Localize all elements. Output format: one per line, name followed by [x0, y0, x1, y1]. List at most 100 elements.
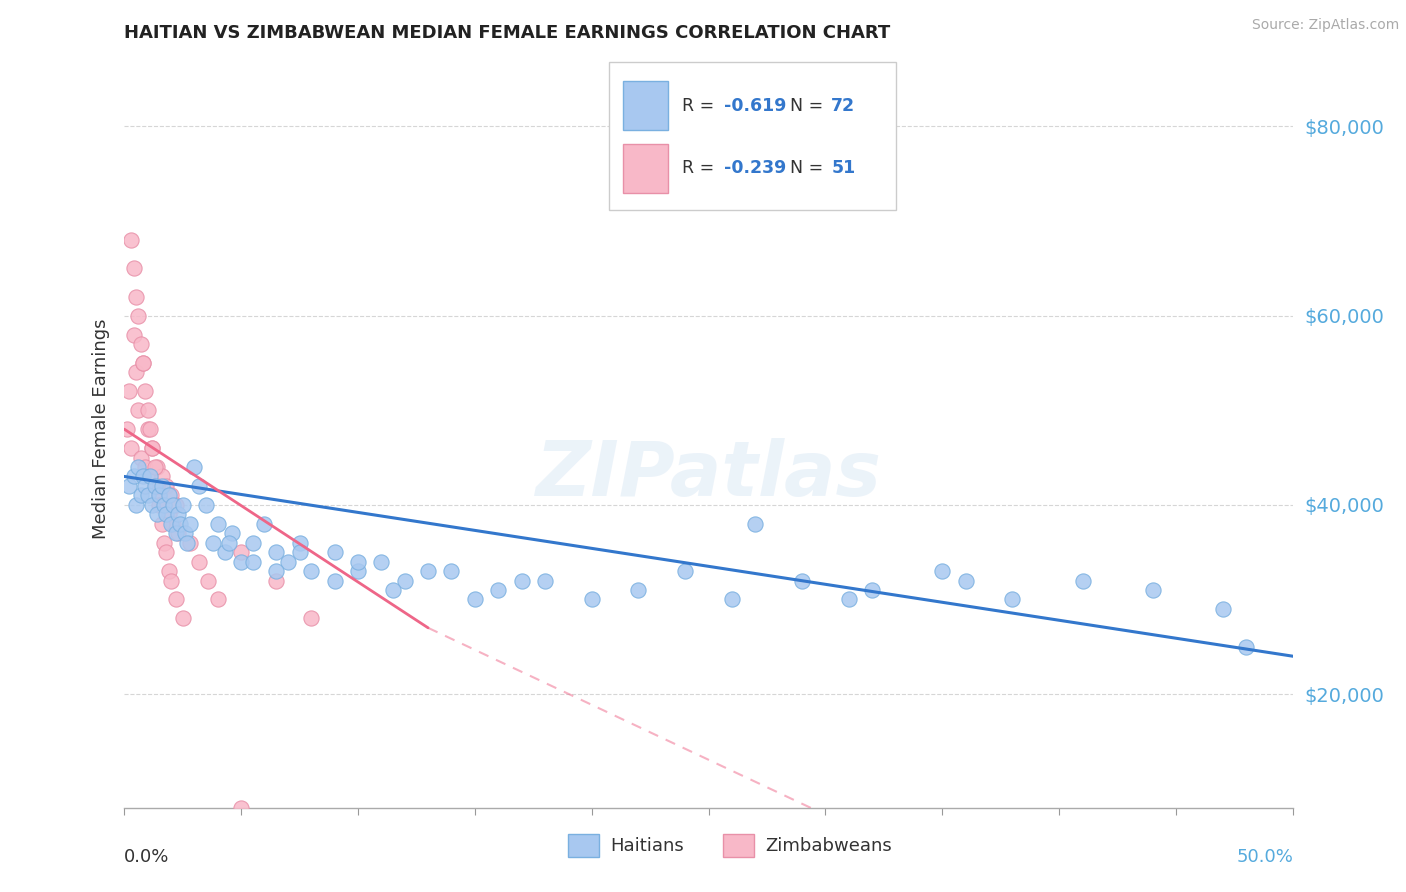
- Point: [139, 469, 162, 483]
- Point: [347, 555, 370, 569]
- Point: [165, 526, 187, 541]
- Point: [146, 479, 169, 493]
- Point: [1001, 592, 1024, 607]
- Point: [744, 516, 766, 531]
- FancyBboxPatch shape: [723, 834, 754, 856]
- Point: [1142, 582, 1164, 597]
- Point: [157, 508, 180, 522]
- Text: ZIPatlas: ZIPatlas: [536, 438, 882, 512]
- Point: [155, 508, 177, 522]
- Text: -0.239: -0.239: [724, 159, 786, 177]
- Point: [288, 535, 311, 549]
- Point: [242, 555, 264, 569]
- Point: [150, 479, 173, 493]
- Text: N =: N =: [790, 97, 830, 115]
- Point: [148, 488, 170, 502]
- Point: [162, 516, 184, 531]
- Point: [120, 441, 142, 455]
- Point: [440, 564, 463, 578]
- Point: [207, 592, 229, 607]
- Point: [132, 356, 155, 370]
- Text: HAITIAN VS ZIMBABWEAN MEDIAN FEMALE EARNINGS CORRELATION CHART: HAITIAN VS ZIMBABWEAN MEDIAN FEMALE EARN…: [124, 24, 890, 42]
- Point: [176, 535, 198, 549]
- Text: -0.619: -0.619: [724, 97, 786, 115]
- Point: [122, 261, 145, 276]
- Point: [179, 516, 201, 531]
- Point: [838, 592, 860, 607]
- Point: [721, 592, 744, 607]
- Point: [148, 488, 170, 502]
- Point: [122, 327, 145, 342]
- Text: 72: 72: [831, 97, 855, 115]
- Point: [183, 460, 205, 475]
- Point: [127, 309, 149, 323]
- Point: [143, 460, 166, 475]
- FancyBboxPatch shape: [609, 62, 896, 210]
- Point: [202, 535, 225, 549]
- FancyBboxPatch shape: [568, 834, 599, 856]
- Text: R =: R =: [682, 97, 720, 115]
- Point: [134, 384, 156, 399]
- Point: [157, 488, 180, 502]
- Point: [115, 422, 138, 436]
- Text: Zimbabweans: Zimbabweans: [765, 837, 891, 855]
- Point: [143, 479, 166, 493]
- Point: [136, 403, 159, 417]
- Point: [214, 545, 236, 559]
- Point: [534, 574, 557, 588]
- Y-axis label: Median Female Earnings: Median Female Earnings: [93, 319, 110, 540]
- Point: [150, 516, 173, 531]
- Point: [129, 337, 152, 351]
- Point: [218, 535, 240, 549]
- Point: [955, 574, 977, 588]
- Point: [150, 469, 173, 483]
- Point: [627, 582, 650, 597]
- Point: [195, 498, 218, 512]
- Point: [139, 422, 162, 436]
- Point: [1071, 574, 1094, 588]
- Point: [323, 545, 346, 559]
- Point: [394, 574, 416, 588]
- Point: [347, 564, 370, 578]
- Point: [416, 564, 439, 578]
- Point: [323, 574, 346, 588]
- Text: R =: R =: [682, 159, 720, 177]
- Point: [172, 611, 194, 625]
- Point: [464, 592, 486, 607]
- Point: [382, 582, 405, 597]
- Point: [790, 574, 813, 588]
- Point: [207, 516, 229, 531]
- Text: Source: ZipAtlas.com: Source: ZipAtlas.com: [1251, 18, 1399, 32]
- Point: [148, 498, 170, 512]
- Point: [141, 441, 163, 455]
- Point: [165, 592, 187, 607]
- Point: [136, 488, 159, 502]
- Point: [136, 422, 159, 436]
- Point: [157, 564, 180, 578]
- Text: 51: 51: [831, 159, 856, 177]
- Point: [132, 469, 155, 483]
- Point: [165, 498, 187, 512]
- Point: [141, 498, 163, 512]
- Point: [299, 564, 322, 578]
- Text: Haitians: Haitians: [610, 837, 683, 855]
- Point: [229, 555, 252, 569]
- Point: [1212, 602, 1234, 616]
- Point: [153, 535, 176, 549]
- Point: [188, 555, 211, 569]
- Point: [143, 479, 166, 493]
- Point: [141, 441, 163, 455]
- Point: [127, 460, 149, 475]
- FancyBboxPatch shape: [623, 81, 668, 130]
- Point: [673, 564, 696, 578]
- Point: [242, 535, 264, 549]
- Point: [125, 290, 148, 304]
- Point: [264, 574, 287, 588]
- Point: [125, 498, 148, 512]
- Point: [153, 498, 176, 512]
- Point: [253, 516, 276, 531]
- Point: [1234, 640, 1257, 654]
- Point: [169, 516, 191, 531]
- Point: [188, 479, 211, 493]
- Point: [129, 450, 152, 465]
